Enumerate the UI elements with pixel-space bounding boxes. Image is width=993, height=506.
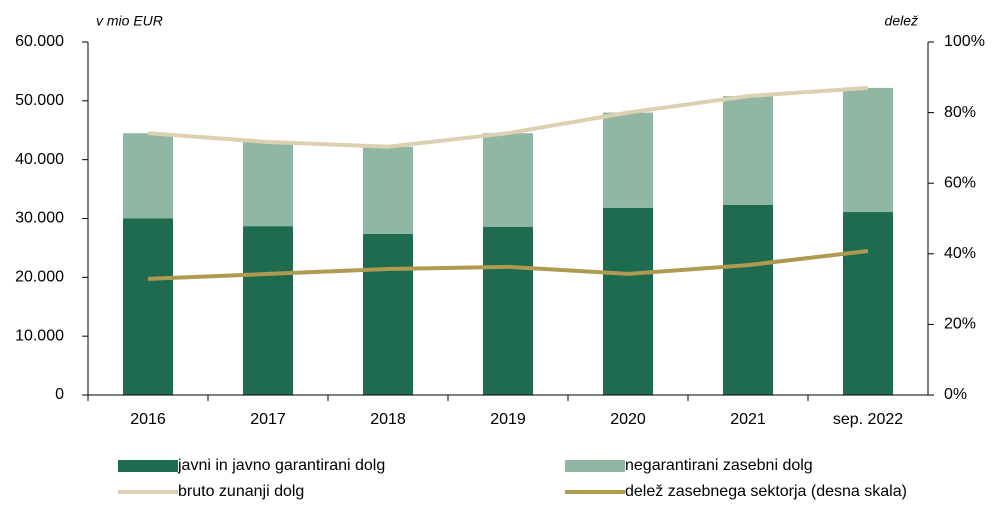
bar <box>123 218 173 395</box>
bar <box>363 146 413 234</box>
bar <box>603 112 653 208</box>
x-tick-label: 2017 <box>250 411 286 428</box>
legend-swatch <box>565 460 625 472</box>
y-tick-label: 20.000 <box>15 269 64 286</box>
y2-tick-label: 80% <box>944 104 976 121</box>
y-tick-label: 50.000 <box>15 92 64 109</box>
legend-label: javni in javno garantirani dolg <box>177 457 385 474</box>
y-tick-label: 10.000 <box>15 327 64 344</box>
line <box>147 248 869 281</box>
x-tick-label: 2021 <box>730 411 766 428</box>
y2-tick-label: 60% <box>944 174 976 191</box>
bar <box>123 133 173 219</box>
bar <box>723 204 773 395</box>
y2-tick-label: 20% <box>944 316 976 333</box>
y2-axis-label: delež <box>885 13 918 29</box>
y-tick-label: 0 <box>55 386 64 403</box>
x-tick-label: 2016 <box>130 411 166 428</box>
legend-label: negarantirani zasebni dolg <box>625 457 813 474</box>
y-tick-label: 30.000 <box>15 210 64 227</box>
line <box>147 85 869 149</box>
x-tick-label: 2019 <box>490 411 526 428</box>
bar <box>483 133 533 227</box>
x-tick-label: 2020 <box>610 411 646 428</box>
bar <box>483 226 533 395</box>
legend-label: bruto zunanji dolg <box>178 483 304 500</box>
bar <box>723 96 773 205</box>
bar <box>363 233 413 395</box>
bar <box>603 207 653 395</box>
bar <box>243 142 293 227</box>
x-tick-label: sep. 2022 <box>833 411 903 428</box>
y-tick-label: 40.000 <box>15 151 64 168</box>
legend-label: delež zasebnega sektorja (desna skala) <box>625 483 907 500</box>
bar <box>843 212 893 395</box>
y2-tick-label: 100% <box>944 33 985 50</box>
y-axis-label: v mio EUR <box>96 13 163 29</box>
bar <box>243 226 293 395</box>
y-tick-label: 60.000 <box>15 33 64 50</box>
y2-tick-label: 40% <box>944 245 976 262</box>
x-tick-label: 2018 <box>370 411 406 428</box>
bar <box>843 87 893 213</box>
legend-swatch <box>118 460 178 472</box>
y2-tick-label: 0% <box>944 386 967 403</box>
